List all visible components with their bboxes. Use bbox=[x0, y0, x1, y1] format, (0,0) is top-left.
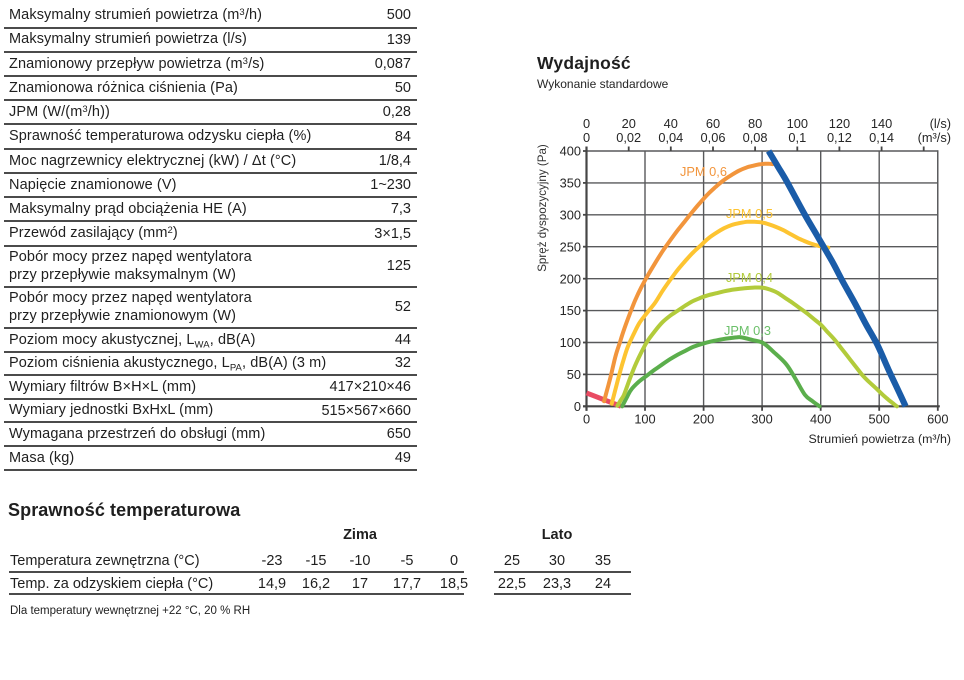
svg-text:JPM 0,3: JPM 0,3 bbox=[724, 323, 771, 338]
svg-text:60: 60 bbox=[706, 116, 720, 131]
svg-text:0,1: 0,1 bbox=[788, 130, 806, 145]
svg-text:100: 100 bbox=[634, 412, 655, 427]
svg-text:100: 100 bbox=[560, 335, 581, 350]
svg-text:150: 150 bbox=[560, 303, 581, 318]
svg-text:200: 200 bbox=[693, 412, 714, 427]
svg-text:JPM 0,6: JPM 0,6 bbox=[680, 164, 727, 179]
svg-text:40: 40 bbox=[664, 116, 678, 131]
svg-text:20: 20 bbox=[622, 116, 636, 131]
svg-text:0: 0 bbox=[583, 130, 590, 145]
svg-text:500: 500 bbox=[869, 412, 890, 427]
svg-text:120: 120 bbox=[829, 116, 850, 131]
svg-text:0,04: 0,04 bbox=[658, 130, 683, 145]
svg-text:50: 50 bbox=[567, 367, 581, 382]
svg-text:400: 400 bbox=[810, 412, 831, 427]
svg-text:0,14: 0,14 bbox=[869, 130, 894, 145]
svg-text:300: 300 bbox=[560, 207, 581, 222]
svg-text:300: 300 bbox=[751, 412, 772, 427]
svg-text:(l/s): (l/s) bbox=[930, 116, 951, 131]
svg-text:350: 350 bbox=[560, 176, 581, 191]
svg-text:0: 0 bbox=[583, 116, 590, 131]
svg-text:140: 140 bbox=[871, 116, 892, 131]
svg-text:0,06: 0,06 bbox=[701, 130, 726, 145]
svg-text:400: 400 bbox=[560, 144, 581, 159]
svg-text:250: 250 bbox=[560, 239, 581, 254]
svg-text:200: 200 bbox=[560, 271, 581, 286]
svg-text:Strumień powietrza (m³/h): Strumień powietrza (m³/h) bbox=[808, 432, 951, 446]
svg-text:0: 0 bbox=[574, 399, 581, 414]
svg-text:Spręż dyspozycyjny (Pa): Spręż dyspozycyjny (Pa) bbox=[536, 144, 549, 272]
svg-text:(m³/s): (m³/s) bbox=[918, 130, 951, 145]
svg-text:0: 0 bbox=[583, 412, 590, 427]
svg-text:0,08: 0,08 bbox=[743, 130, 768, 145]
svg-text:80: 80 bbox=[748, 116, 762, 131]
svg-text:600: 600 bbox=[927, 412, 948, 427]
svg-text:JPM 0,4: JPM 0,4 bbox=[726, 270, 773, 285]
svg-text:0,12: 0,12 bbox=[827, 130, 852, 145]
svg-text:JPM 0,5: JPM 0,5 bbox=[726, 206, 773, 221]
svg-text:0,02: 0,02 bbox=[616, 130, 641, 145]
svg-text:100: 100 bbox=[787, 116, 808, 131]
